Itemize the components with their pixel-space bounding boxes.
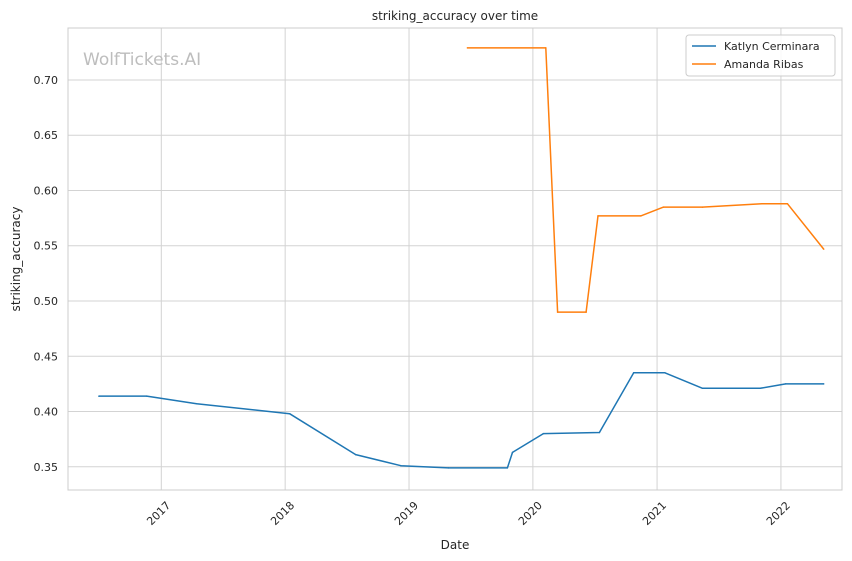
data-point-katlyn-cerminara <box>598 431 601 434</box>
legend-box <box>685 34 836 77</box>
data-point-katlyn-cerminara <box>354 453 357 456</box>
data-point-katlyn-cerminara <box>784 383 787 385</box>
data-point-katlyn-cerminara <box>288 412 291 415</box>
data-point-katlyn-cerminara <box>145 395 148 397</box>
data-point-amanda-ribas <box>822 248 825 250</box>
x-tick-label: 2021 <box>640 499 669 528</box>
data-point-katlyn-cerminara <box>400 464 402 467</box>
data-point-amanda-ribas <box>545 47 547 49</box>
data-point-katlyn-cerminara <box>195 403 198 405</box>
y-tick-label: 0.50 <box>34 295 59 308</box>
grid <box>68 28 842 490</box>
data-point-amanda-ribas <box>466 47 469 49</box>
y-tick-label: 0.35 <box>34 461 59 474</box>
data-point-katlyn-cerminara <box>506 467 509 469</box>
y-axis-ticks: 0.35 0.40 0.45 0.50 0.55 0.60 0.65 0.70 <box>34 74 59 474</box>
x-tick-label: 2018 <box>268 499 297 528</box>
plot-area <box>67 27 843 491</box>
x-tick-label: 2022 <box>764 499 793 528</box>
data-point-katlyn-cerminara <box>447 467 450 469</box>
data-point-katlyn-cerminara <box>759 387 761 390</box>
series-line-katlyn-cerminara <box>98 372 824 469</box>
chart-title: striking_accuracy over time <box>372 9 538 23</box>
legend: Katlyn Cerminara Amanda Ribas <box>685 34 836 77</box>
data-point-amanda-ribas <box>761 202 763 205</box>
x-tick-label: 2017 <box>144 499 173 528</box>
data-point-amanda-ribas <box>786 202 789 205</box>
data-point-amanda-ribas <box>556 311 559 313</box>
data-point-katlyn-cerminara <box>701 387 704 390</box>
data-point-katlyn-cerminara <box>511 451 514 454</box>
data-point-amanda-ribas <box>701 206 704 208</box>
data-point-amanda-ribas <box>662 206 665 208</box>
x-axis-ticks: 2017 2018 2019 2020 2021 2022 <box>144 499 793 528</box>
y-axis-title: striking_accuracy <box>9 207 23 312</box>
y-tick-label: 0.60 <box>34 184 59 197</box>
series-lines <box>98 47 825 469</box>
x-tick-label: 2020 <box>516 499 545 528</box>
data-point-katlyn-cerminara <box>98 395 100 397</box>
data-point-katlyn-cerminara <box>664 372 666 374</box>
data-point-katlyn-cerminara <box>632 372 635 374</box>
data-point-amanda-ribas <box>597 215 599 217</box>
watermark: WolfTickets.AI <box>83 50 201 70</box>
data-point-amanda-ribas <box>585 311 587 313</box>
y-tick-label: 0.55 <box>34 240 59 253</box>
x-tick-label: 2019 <box>392 499 421 528</box>
y-tick-label: 0.65 <box>34 129 59 142</box>
data-point-katlyn-cerminara <box>542 432 545 435</box>
x-axis-title: Date <box>441 538 470 552</box>
y-tick-label: 0.45 <box>34 350 59 363</box>
series-line-amanda-ribas <box>467 47 825 313</box>
legend-label-katlyn-cerminara: Katlyn Cerminara <box>724 40 820 53</box>
data-point-katlyn-cerminara <box>822 383 825 385</box>
legend-label-amanda-ribas: Amanda Ribas <box>724 58 804 71</box>
data-point-amanda-ribas <box>640 215 642 217</box>
y-tick-label: 0.40 <box>34 406 59 419</box>
y-tick-label: 0.70 <box>34 74 59 87</box>
